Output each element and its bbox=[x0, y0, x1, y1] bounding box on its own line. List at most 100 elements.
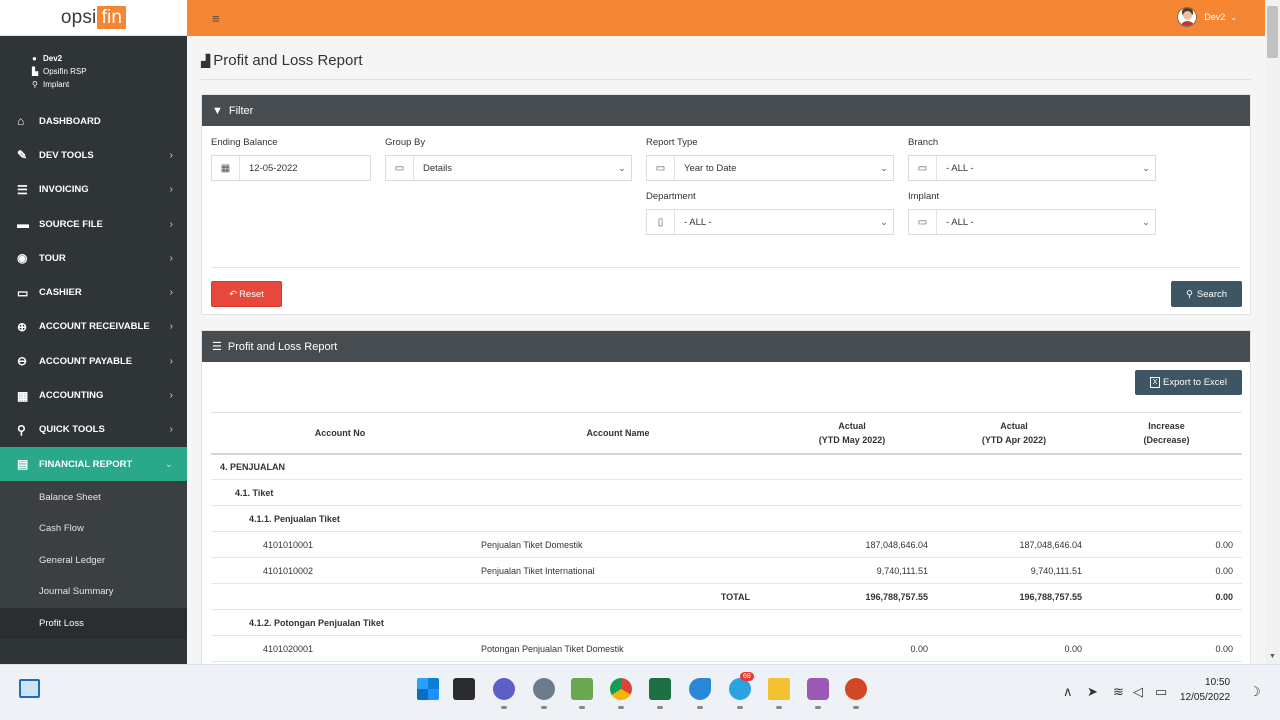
telegram-icon[interactable]: 69 bbox=[729, 672, 754, 709]
col-account-name[interactable]: Account Name bbox=[469, 412, 767, 455]
reset-button[interactable]: ↶ Reset bbox=[211, 281, 282, 307]
logo-text-fin: fin bbox=[97, 5, 127, 29]
snipping-tool-icon[interactable] bbox=[807, 678, 829, 709]
chevron-right-icon: › bbox=[169, 355, 173, 367]
ending-balance-value: 12-05-2022 bbox=[249, 162, 298, 174]
report-table: Account No Account Name Actual (YTD May 2… bbox=[211, 412, 1242, 662]
app-icon[interactable] bbox=[689, 678, 711, 709]
app-window: opsi fin ● Dev2 ▙ Opsifin RSP ⚲ Implant ⌂ DAS… bbox=[0, 0, 1265, 664]
group-by-value: Details bbox=[423, 162, 453, 174]
document-icon: ▤ bbox=[17, 457, 29, 472]
account-no: 4101020001 bbox=[211, 635, 469, 662]
group-by-select[interactable]: ▭ Details ⌄ bbox=[385, 155, 632, 181]
clock[interactable]: 10:50 12/05/2022 bbox=[1180, 675, 1230, 705]
nav-dev-tools[interactable]: ✎ DEV TOOLS › bbox=[0, 138, 187, 172]
location-icon[interactable]: ➤ bbox=[1087, 684, 1098, 699]
sub-item-profit-loss[interactable]: Profit Loss bbox=[0, 607, 187, 640]
actual-may: 9,740,111.51 bbox=[767, 557, 937, 584]
chevron-down-icon: ⌄ bbox=[1142, 216, 1150, 227]
branch-value: - ALL - bbox=[946, 162, 974, 174]
page-scrollbar[interactable]: ▼ bbox=[1265, 0, 1280, 664]
excel-icon[interactable] bbox=[649, 678, 671, 709]
nav-source-file[interactable]: ▬ SOURCE FILE › bbox=[0, 207, 187, 241]
main-content: ▟ Profit and Loss Report ▼ Filter Ending… bbox=[187, 36, 1265, 664]
nav-financial-report[interactable]: ▤ FINANCIAL REPORT ⌄ bbox=[0, 446, 187, 482]
table-row: 4101010001 Penjualan Tiket Domestik 187,… bbox=[211, 531, 1242, 558]
group-label: 4.1.1. Penjualan Tiket bbox=[211, 505, 1242, 532]
chevron-right-icon: › bbox=[169, 321, 173, 333]
table-row: 4101010002 Penjualan Tiket International… bbox=[211, 557, 1242, 584]
col-actual-apr[interactable]: Actual (YTD Apr 2022) bbox=[937, 412, 1091, 455]
col-account-no[interactable]: Account No bbox=[211, 412, 469, 455]
settings-gear-icon[interactable] bbox=[533, 678, 555, 709]
report-panel: ☰ Profit and Loss Report X Export to Exc… bbox=[201, 330, 1251, 664]
nav-tour[interactable]: ◉ TOUR › bbox=[0, 241, 187, 275]
user-menu[interactable]: Dev2 ⌄ bbox=[1177, 7, 1237, 27]
money-icon: ▭ bbox=[17, 285, 29, 300]
nav-invoicing[interactable]: ☰ INVOICING › bbox=[0, 173, 187, 207]
sidebar: opsi fin ● Dev2 ▙ Opsifin RSP ⚲ Implant ⌂ DAS… bbox=[0, 0, 187, 664]
actual-apr: 9,740,111.51 bbox=[937, 557, 1091, 584]
table-row: 4101020001 Potongan Penjualan Tiket Dome… bbox=[211, 635, 1242, 662]
file-explorer-icon[interactable] bbox=[768, 678, 790, 709]
logo[interactable]: opsi fin bbox=[0, 0, 187, 36]
widgets-icon[interactable] bbox=[19, 679, 40, 698]
chevron-right-icon: › bbox=[169, 149, 173, 161]
list-icon: ☰ bbox=[212, 341, 222, 353]
clock-date: 12/05/2022 bbox=[1180, 692, 1231, 703]
search-label: Search bbox=[1196, 288, 1228, 300]
notification-icon[interactable]: ☽ bbox=[1249, 684, 1261, 699]
nav-label: ACCOUNT RECEIVABLE bbox=[39, 321, 150, 333]
sub-item-cash-flow[interactable]: Cash Flow bbox=[39, 523, 84, 535]
chevron-up-icon[interactable]: ∧ bbox=[1063, 684, 1073, 699]
nav-cashier[interactable]: ▭ CASHIER › bbox=[0, 275, 187, 309]
col-increase[interactable]: Increase (Decrease) bbox=[1091, 412, 1242, 455]
report-type-select[interactable]: ▭ Year to Date ⌄ bbox=[646, 155, 894, 181]
filter-icon: ▼ bbox=[212, 104, 223, 117]
sub-item-journal-summary[interactable]: Journal Summary bbox=[39, 586, 114, 598]
export-to-excel-button[interactable]: X Export to Excel bbox=[1135, 370, 1242, 395]
chevron-down-icon: ⌄ bbox=[880, 216, 888, 227]
nav-quick-tools[interactable]: ⚲ QUICK TOOLS › bbox=[0, 413, 187, 447]
task-view-icon[interactable] bbox=[453, 678, 475, 700]
department-select[interactable]: ▯ - ALL - ⌄ bbox=[646, 209, 894, 235]
windows-start-icon[interactable] bbox=[417, 678, 439, 700]
search-button[interactable]: ⚲ Search bbox=[1171, 281, 1242, 307]
empty-cell bbox=[211, 583, 469, 610]
hamburger-menu-icon[interactable]: ≡ bbox=[212, 11, 220, 26]
user-icon: ● bbox=[32, 54, 37, 63]
nav-accounting[interactable]: ▦ ACCOUNTING › bbox=[0, 378, 187, 412]
scrollbar-thumb[interactable] bbox=[1267, 6, 1278, 58]
speaker-icon[interactable]: ◁ bbox=[1133, 684, 1143, 699]
ending-balance-field[interactable]: ▦ 12-05-2022 bbox=[211, 155, 371, 181]
total-may: 196,788,757.55 bbox=[767, 583, 937, 610]
sub-item-general-ledger[interactable]: General Ledger bbox=[39, 554, 106, 566]
col-actual-may[interactable]: Actual (YTD May 2022) bbox=[767, 412, 937, 455]
account-name: Penjualan Tiket Domestik bbox=[469, 531, 767, 558]
account-no: 4101010001 bbox=[211, 531, 469, 558]
powerpoint-icon[interactable] bbox=[845, 678, 867, 709]
sub-item-balance-sheet[interactable]: Balance Sheet bbox=[39, 491, 101, 503]
minus-circle-icon: ⊖ bbox=[17, 354, 28, 369]
scroll-down-arrow-icon[interactable]: ▼ bbox=[1269, 653, 1276, 660]
photos-app-icon[interactable] bbox=[571, 678, 593, 709]
home-icon: ⌂ bbox=[17, 114, 25, 129]
nav-dashboard[interactable]: ⌂ DASHBOARD bbox=[0, 104, 187, 138]
teams-chat-icon[interactable] bbox=[493, 678, 515, 709]
nav-account-receivable[interactable]: ⊕ ACCOUNT RECEIVABLE › bbox=[0, 310, 187, 344]
nav-label: ACCOUNT PAYABLE bbox=[39, 355, 133, 367]
nav-account-payable[interactable]: ⊖ ACCOUNT PAYABLE › bbox=[0, 344, 187, 378]
implant-select[interactable]: ▭ - ALL - ⌄ bbox=[908, 209, 1156, 235]
reset-label: Reset bbox=[239, 288, 264, 300]
group-label: 4.1.2. Potongan Penjualan Tiket bbox=[211, 609, 1242, 636]
taskbar: 69 ∧ ➤ ≋ ◁ ▭ 10:50 12/05/2022 ☽ bbox=[0, 664, 1280, 720]
battery-icon[interactable]: ▭ bbox=[1155, 684, 1168, 699]
logo-text-opsi: opsi bbox=[60, 6, 97, 28]
wifi-icon[interactable]: ≋ bbox=[1113, 684, 1124, 699]
undo-icon: ↶ bbox=[229, 288, 238, 300]
branch-select[interactable]: ▭ - ALL - ⌄ bbox=[908, 155, 1156, 181]
chevron-down-icon: ⌄ bbox=[618, 162, 626, 173]
increase: 0.00 bbox=[1091, 531, 1242, 558]
chrome-icon[interactable] bbox=[610, 678, 632, 709]
calculator-icon: ▦ bbox=[17, 388, 29, 403]
